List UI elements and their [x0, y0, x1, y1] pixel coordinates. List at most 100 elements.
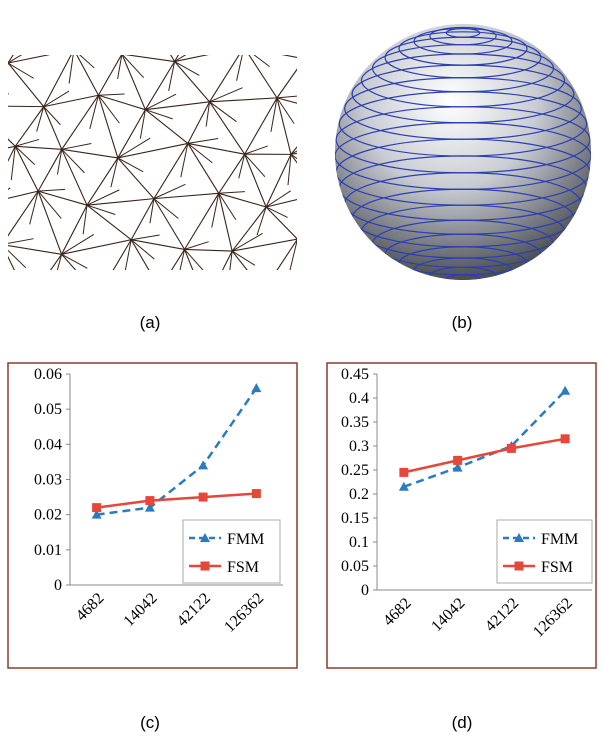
- mesh-edge: [42, 10, 65, 24]
- x-tick-label: 126362: [530, 595, 576, 641]
- series-line: [97, 494, 257, 508]
- mesh-edge: [245, 154, 266, 207]
- mesh-edge: [290, 239, 298, 271]
- panel-label: (a): [140, 313, 161, 332]
- x-tick-label: 42122: [174, 590, 214, 630]
- mesh-edge: [0, 287, 29, 301]
- mesh-edge: [175, 62, 210, 102]
- mesh-edge: [277, 3, 301, 26]
- mesh-edge: [277, 96, 304, 98]
- data-point: [199, 493, 208, 502]
- x-tick-label: 4682: [380, 595, 415, 630]
- figure: (a) (b) (c) (d) 00.010.020.030.040.050.0…: [0, 0, 603, 740]
- y-tick-label: 0.2: [349, 486, 369, 503]
- mesh-edge: [0, 243, 2, 245]
- mesh-edge: [277, 59, 304, 98]
- mesh-edge: [0, 106, 44, 107]
- mesh-edge: [62, 149, 87, 205]
- legend-marker: [201, 562, 210, 571]
- mesh-edge: [74, 50, 94, 68]
- mesh-edge: [304, 58, 350, 59]
- legend-label: FMM: [541, 531, 578, 548]
- mesh-edge: [145, 110, 172, 119]
- mesh-edge: [122, 48, 150, 54]
- mesh-edge: [297, 239, 364, 253]
- legend-label: FSM: [227, 559, 259, 576]
- mesh-edge: [8, 50, 74, 63]
- page: {"panels": ["(a)", "(b)", "(c)", "(d)"],…: [0, 0, 603, 740]
- mesh-edge: [30, 191, 38, 224]
- mesh-edge: [0, 94, 9, 106]
- mesh-edge: [98, 289, 160, 296]
- panel-label: (c): [140, 713, 160, 732]
- mesh-edge: [185, 249, 205, 272]
- mesh-edge: [297, 234, 333, 239]
- mesh-edge: [131, 235, 159, 240]
- mesh-edge: [0, 191, 38, 203]
- mesh-edge: [0, 188, 10, 203]
- y-tick-label: 0.3: [349, 438, 369, 455]
- mesh-edge: [2, 239, 34, 245]
- y-tick-label: 0.45: [341, 366, 369, 383]
- mesh-edge: [74, 43, 99, 49]
- mesh-edge: [38, 191, 61, 254]
- mesh-edge: [257, 207, 266, 235]
- mesh-edge: [210, 98, 277, 102]
- mesh-edge: [122, 54, 175, 61]
- mesh-edge: [118, 158, 154, 199]
- y-tick-label: 0: [361, 582, 369, 599]
- mesh-edge: [333, 288, 362, 293]
- mesh-edge: [141, 14, 146, 38]
- mesh-edge: [268, 3, 276, 31]
- mesh-edge: [304, 59, 324, 81]
- mesh-edge: [44, 95, 99, 106]
- mesh-edge: [298, 59, 305, 83]
- series-line: [404, 439, 565, 473]
- mesh-edge: [206, 251, 232, 303]
- mesh-edge: [131, 240, 154, 259]
- mesh-edge: [304, 15, 328, 59]
- mesh-edge: [98, 95, 145, 109]
- panel-label: (d): [452, 713, 473, 732]
- mesh-edge: [207, 3, 276, 6]
- mesh-edge: [0, 203, 2, 244]
- mesh-edge: [0, 11, 8, 63]
- data-point: [198, 460, 208, 469]
- y-tick-label: 0.35: [341, 414, 369, 431]
- mesh-edge: [8, 10, 42, 63]
- legend-label: FMM: [227, 531, 264, 548]
- x-tick-label: 4682: [73, 590, 108, 625]
- mesh-edge: [324, 15, 328, 41]
- mesh-edge: [266, 207, 287, 217]
- data-point: [507, 444, 516, 453]
- mesh-edge: [237, 47, 244, 81]
- mesh-edge: [0, 285, 6, 287]
- mesh-image: [0, 0, 390, 303]
- mesh-edge: [15, 146, 38, 191]
- mesh-edge: [154, 199, 178, 219]
- mesh-edge: [62, 149, 118, 158]
- mesh-edge: [98, 94, 124, 95]
- mesh-edge: [185, 193, 219, 249]
- y-tick-label: 0.02: [34, 507, 62, 524]
- y-tick-label: 0.06: [34, 366, 62, 383]
- mesh-edge: [266, 194, 320, 207]
- mesh-edge: [297, 239, 325, 259]
- mesh-edge: [160, 249, 185, 288]
- mesh-edge: [291, 138, 320, 155]
- legend-marker: [515, 562, 524, 571]
- y-tick-label: 0.05: [34, 401, 62, 418]
- mesh-edge: [175, 62, 200, 76]
- data-point: [560, 386, 570, 395]
- mesh-edge: [201, 5, 207, 39]
- mesh-edge: [185, 249, 233, 251]
- x-tick-label: 14042: [428, 595, 468, 635]
- mesh-edge: [232, 207, 266, 251]
- mesh-edge: [188, 143, 219, 193]
- mesh-edge: [131, 240, 160, 289]
- mesh-edge: [90, 95, 99, 129]
- y-tick-label: 0.1: [349, 534, 369, 551]
- mesh-edge: [348, 58, 350, 89]
- y-tick-label: 0.15: [341, 510, 369, 527]
- mesh-edge: [219, 154, 245, 193]
